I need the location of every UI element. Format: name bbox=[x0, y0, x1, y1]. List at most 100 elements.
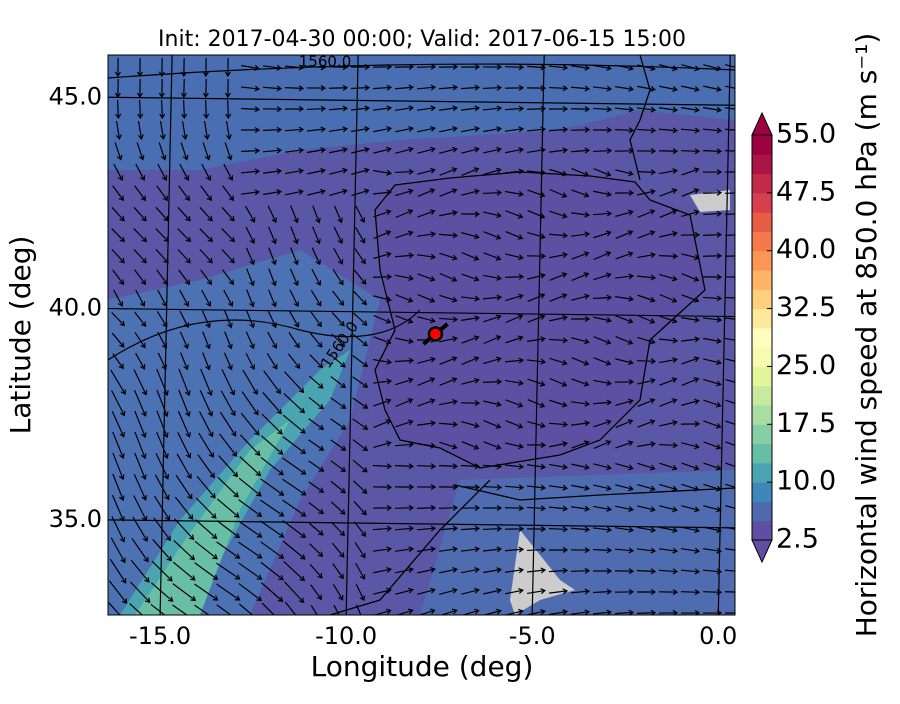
wind-arrow bbox=[332, 583, 344, 601]
wind-arrow bbox=[593, 379, 612, 386]
wind-arrow bbox=[703, 64, 722, 72]
wind-arrow bbox=[218, 455, 239, 478]
wind-arrow bbox=[681, 398, 700, 406]
wind-arrow bbox=[115, 121, 122, 140]
wind-arrow bbox=[570, 126, 591, 133]
wind-arrow bbox=[282, 540, 306, 560]
wind-arrow bbox=[482, 546, 503, 553]
wind-arrow bbox=[216, 604, 232, 615]
wind-arrow bbox=[615, 462, 634, 471]
wind-arrow bbox=[137, 99, 144, 120]
wind-arrow bbox=[615, 209, 634, 217]
wind-arrow bbox=[133, 248, 147, 264]
wind-arrow bbox=[394, 84, 415, 91]
wind-arrow bbox=[373, 169, 392, 176]
wind-arrow bbox=[395, 105, 415, 112]
wind-arrow bbox=[548, 567, 569, 574]
wind-arrow bbox=[133, 473, 147, 501]
site-marker bbox=[427, 326, 444, 342]
colorbar-level bbox=[752, 231, 772, 252]
wind-arrow bbox=[289, 310, 300, 328]
wind-arrow bbox=[527, 463, 547, 470]
wind-arrow bbox=[172, 561, 196, 581]
wind-arrow bbox=[483, 126, 502, 133]
contour-label: 1560.0 bbox=[299, 53, 352, 71]
wind-arrow bbox=[439, 125, 458, 133]
wind-arrow bbox=[725, 64, 735, 68]
wind-arrow bbox=[615, 85, 635, 92]
wind-arrow bbox=[527, 231, 546, 240]
wind-arrow bbox=[352, 418, 369, 430]
wind-arrow bbox=[179, 163, 190, 181]
wind-arrow bbox=[355, 205, 366, 224]
wind-arrow bbox=[333, 226, 344, 245]
wind-arrow bbox=[194, 604, 210, 615]
wind-arrow bbox=[352, 439, 369, 452]
wind-arrow bbox=[223, 289, 234, 307]
wind-arrow bbox=[637, 252, 656, 259]
wind-arrow bbox=[283, 392, 306, 414]
wind-arrow bbox=[308, 522, 324, 536]
colorbar-tick-label: 10.0 bbox=[776, 466, 836, 497]
parallel bbox=[107, 307, 736, 318]
wind-arrow bbox=[159, 121, 166, 140]
wind-arrow bbox=[199, 411, 214, 438]
wind-arrow bbox=[482, 378, 503, 385]
wind-arrow bbox=[659, 230, 678, 238]
wind-arrow bbox=[505, 314, 524, 324]
wind-arrow bbox=[417, 420, 437, 427]
wind-arrow bbox=[177, 410, 191, 438]
wind-arrow bbox=[593, 230, 612, 239]
wind-arrow bbox=[241, 64, 260, 71]
wind-arrow bbox=[261, 582, 284, 603]
wind-arrow bbox=[246, 268, 255, 287]
wind-arrow bbox=[373, 209, 392, 218]
wind-arrow bbox=[131, 538, 149, 563]
wind-arrow bbox=[417, 587, 436, 595]
wind-arrow bbox=[221, 369, 236, 396]
wind-arrow bbox=[200, 269, 213, 286]
wind-arrow bbox=[310, 584, 323, 601]
wind-arrow bbox=[310, 311, 322, 328]
colorbar-level bbox=[752, 270, 772, 290]
x-tick-label: -5.0 bbox=[509, 622, 556, 650]
wind-arrow bbox=[592, 106, 613, 113]
colorbar-tick-label: 55.0 bbox=[776, 119, 836, 150]
wind-arrow bbox=[111, 228, 126, 243]
wind-arrow bbox=[526, 567, 547, 574]
wind-arrow bbox=[615, 251, 634, 260]
wind-arrow bbox=[570, 315, 591, 323]
wind-arrow bbox=[282, 478, 307, 496]
wind-arrow bbox=[289, 289, 300, 308]
wind-arrow bbox=[373, 126, 392, 133]
wind-arrow bbox=[526, 546, 547, 553]
wind-arrow bbox=[571, 189, 590, 198]
wind-arrow bbox=[136, 57, 143, 78]
wind-arrow bbox=[352, 376, 369, 388]
wind-arrow bbox=[394, 168, 415, 175]
meridian bbox=[345, 54, 359, 616]
wind-arrow bbox=[659, 85, 678, 92]
wind-arrow bbox=[416, 84, 437, 91]
wind-arrow bbox=[134, 431, 147, 460]
wind-arrow bbox=[416, 504, 437, 511]
wind-arrow bbox=[373, 440, 392, 448]
meridian bbox=[717, 54, 731, 616]
wind-arrow bbox=[505, 608, 524, 615]
wind-arrow bbox=[328, 64, 349, 71]
wind-arrow bbox=[133, 369, 148, 396]
wind-arrow bbox=[333, 247, 344, 265]
wind-arrow bbox=[483, 252, 502, 261]
wind-arrow bbox=[527, 588, 547, 595]
colorbar-frame bbox=[751, 134, 773, 541]
wind-arrow bbox=[659, 209, 678, 218]
wind-arrow bbox=[262, 126, 283, 133]
wind-arrow bbox=[198, 432, 214, 458]
wind-arrow bbox=[549, 463, 568, 470]
wind-arrow bbox=[570, 567, 591, 574]
wind-arrow bbox=[176, 453, 192, 480]
wind-arrow bbox=[461, 251, 480, 261]
wind-arrow bbox=[615, 505, 634, 513]
wind-arrow bbox=[526, 253, 547, 260]
wind-arrow bbox=[181, 121, 188, 140]
